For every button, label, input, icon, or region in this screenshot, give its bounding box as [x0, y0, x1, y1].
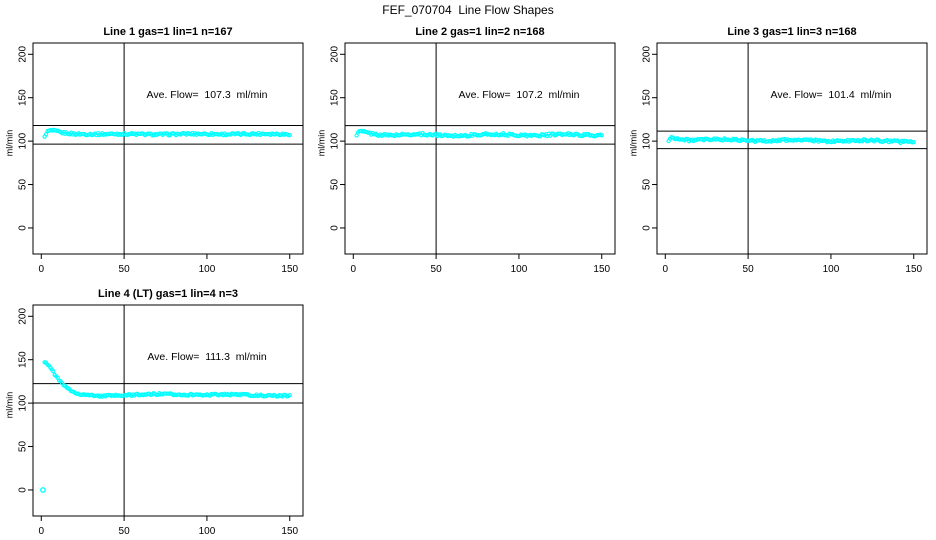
svg-text:50: 50 [431, 264, 443, 275]
panel-line-3-avg-flow-annotation: Ave. Flow= 101.4 ml/min [770, 89, 892, 101]
figure-title: FEF_070704 Line Flow Shapes [382, 3, 554, 17]
svg-text:100: 100 [18, 132, 29, 149]
data-points [666, 134, 916, 145]
panel-line-2-avg-flow-annotation: Ave. Flow= 107.2 ml/min [458, 89, 580, 101]
svg-text:150: 150 [330, 89, 341, 106]
data-points [354, 128, 604, 139]
y-axis: 0 50 100 150 200 ml/min [4, 46, 33, 231]
y-axis-label: ml/min [316, 130, 326, 157]
panel-line-2-title: Line 2 gas=1 lin=2 n=168 [415, 26, 545, 38]
svg-text:0: 0 [39, 264, 45, 275]
svg-text:100: 100 [823, 264, 840, 275]
y-axis-label: ml/min [4, 130, 14, 157]
data-points [42, 127, 292, 139]
y-axis: 0 50 100 150 200 ml/min [4, 308, 33, 493]
panel-line-4-title: Line 4 (LT) gas=1 lin=4 n=3 [97, 288, 239, 300]
svg-text:150: 150 [642, 89, 653, 106]
y-axis: 0 50 100 150 200 ml/min [628, 46, 657, 231]
panel-line-4: Line 4 (LT) gas=1 lin=4 n=3 Ave. Flow= 1… [0, 284, 312, 540]
svg-text:50: 50 [18, 179, 29, 191]
svg-text:50: 50 [18, 441, 29, 453]
panel-line-3: Line 3 gas=1 lin=3 n=168 Ave. Flow= 101.… [624, 22, 936, 284]
svg-text:50: 50 [119, 526, 131, 537]
outlier-point [40, 487, 46, 493]
svg-text:150: 150 [18, 89, 29, 106]
svg-text:100: 100 [642, 132, 653, 149]
svg-text:200: 200 [18, 46, 29, 63]
svg-text:150: 150 [281, 264, 298, 275]
svg-text:0: 0 [18, 225, 29, 231]
svg-text:0: 0 [39, 526, 45, 537]
svg-text:100: 100 [199, 526, 216, 537]
svg-text:150: 150 [593, 264, 610, 275]
svg-text:150: 150 [281, 526, 298, 537]
plot-box [32, 42, 304, 255]
svg-text:200: 200 [642, 46, 653, 63]
plot-box [32, 304, 304, 517]
svg-text:150: 150 [905, 264, 922, 275]
svg-text:0: 0 [663, 264, 669, 275]
svg-text:100: 100 [18, 394, 29, 411]
y-axis-label: ml/min [628, 130, 638, 157]
x-axis: 0 50 100 150 [351, 254, 611, 275]
svg-text:50: 50 [119, 264, 131, 275]
svg-text:150: 150 [18, 351, 29, 368]
x-axis: 0 50 100 150 [39, 516, 299, 537]
reference-lines [33, 43, 303, 254]
reference-lines [33, 305, 303, 516]
panel-line-4-avg-flow-annotation: Ave. Flow= 111.3 ml/min [147, 351, 267, 363]
reference-lines [657, 43, 927, 254]
svg-text:50: 50 [743, 264, 755, 275]
reference-lines [345, 43, 615, 254]
svg-text:0: 0 [351, 264, 357, 275]
svg-text:0: 0 [642, 225, 653, 231]
panel-line-3-title: Line 3 gas=1 lin=3 n=168 [727, 26, 857, 38]
panel-line-1-plot: 0 50 100 150 200 ml/min 0 50 100 150 [4, 42, 304, 275]
panel-line-1-title: Line 1 gas=1 lin=1 n=167 [103, 26, 233, 38]
panel-line-1: Line 1 gas=1 lin=1 n=167 Ave. Flow= 107.… [0, 22, 312, 284]
svg-text:100: 100 [330, 132, 341, 149]
plot-box [344, 42, 616, 255]
x-axis: 0 50 100 150 [663, 254, 923, 275]
svg-text:0: 0 [330, 225, 341, 231]
panel-line-1-avg-flow-annotation: Ave. Flow= 107.3 ml/min [146, 89, 268, 101]
panel-line-2-plot: 0 50 100 150 200 ml/min 0 50 100 150 [316, 42, 616, 275]
svg-text:0: 0 [18, 487, 29, 493]
x-axis: 0 50 100 150 [39, 254, 299, 275]
svg-text:50: 50 [330, 179, 341, 191]
plot-box [656, 42, 928, 255]
panel-line-4-plot: 0 50 100 150 200 ml/min 0 50 100 150 [4, 304, 304, 537]
svg-text:100: 100 [199, 264, 216, 275]
svg-text:200: 200 [18, 308, 29, 325]
panel-line-3-plot: 0 50 100 150 200 ml/min 0 50 100 150 [628, 42, 928, 275]
y-axis: 0 50 100 150 200 ml/min [316, 46, 345, 231]
svg-text:50: 50 [642, 179, 653, 191]
svg-text:200: 200 [330, 46, 341, 63]
data-points [40, 360, 292, 493]
y-axis-label: ml/min [4, 392, 14, 419]
svg-text:100: 100 [511, 264, 528, 275]
panel-line-2: Line 2 gas=1 lin=2 n=168 Ave. Flow= 107.… [312, 22, 624, 284]
